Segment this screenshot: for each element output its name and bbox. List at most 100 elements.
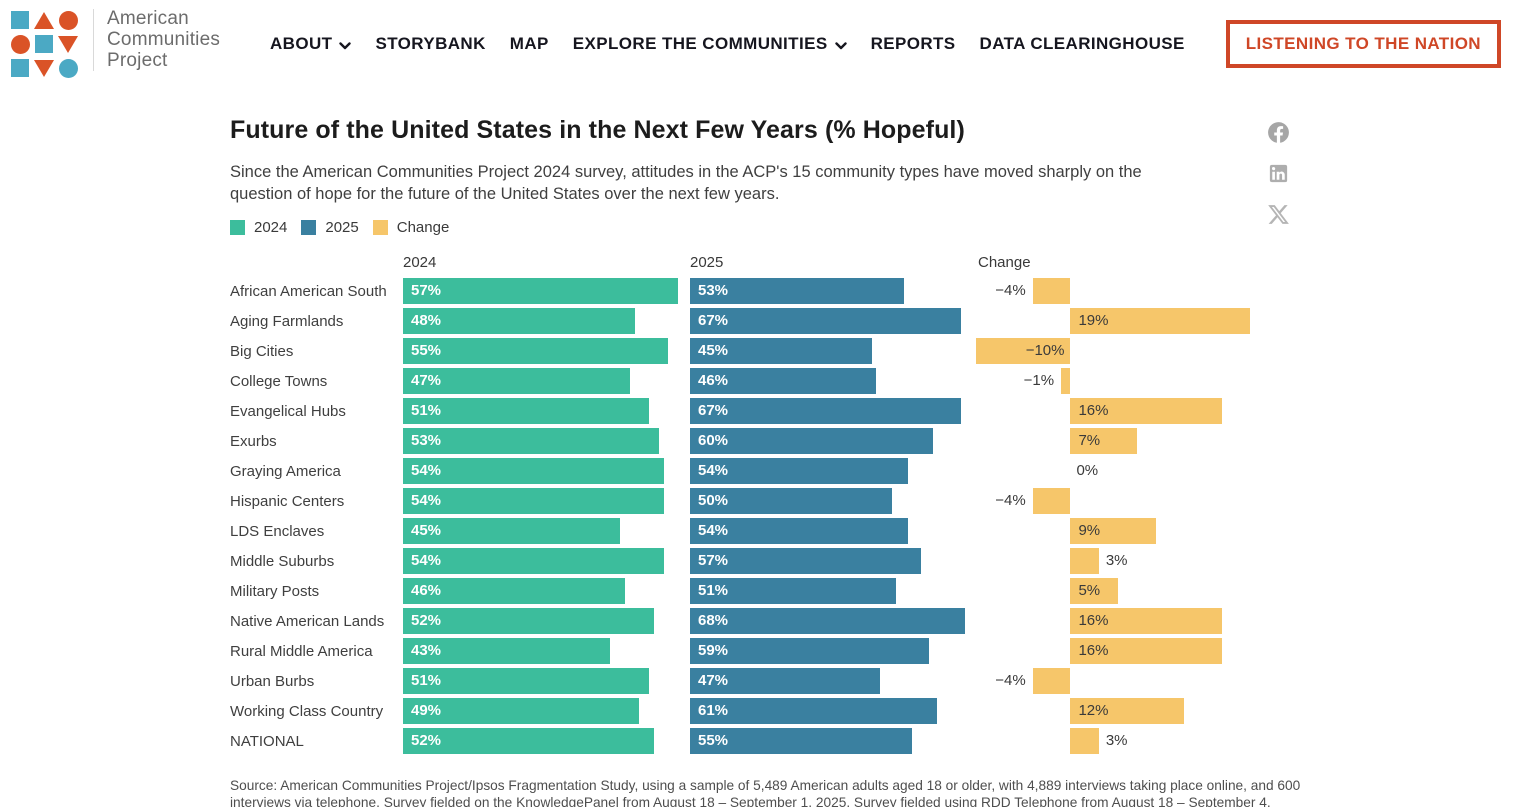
bar-value-label: 48% xyxy=(411,312,442,329)
nav-item-reports[interactable]: REPORTS xyxy=(871,34,956,54)
community-label: Urban Burbs xyxy=(230,672,315,690)
bar-change xyxy=(1070,728,1099,754)
community-label: Hispanic Centers xyxy=(230,492,345,510)
bar-cell-2024: 46% xyxy=(403,578,678,604)
bar-value-label: 57% xyxy=(698,552,729,569)
chart-title: Future of the United States in the Next … xyxy=(230,116,965,144)
listening-to-the-nation-button[interactable]: LISTENING TO THE NATION xyxy=(1225,20,1501,68)
bar-cell-2024: 45% xyxy=(403,518,678,544)
bar-cell-2024: 51% xyxy=(403,398,678,424)
logo-triangle-icon xyxy=(58,35,78,53)
logo-square-icon xyxy=(11,11,29,29)
nav-item-about[interactable]: ABOUT xyxy=(270,33,352,55)
bar-value-label: 68% xyxy=(698,612,729,629)
table-row: Hispanic Centers 54% 50% −4% xyxy=(230,486,1250,516)
community-label: Military Posts xyxy=(230,582,320,600)
bar-value-label: 52% xyxy=(411,612,442,629)
legend-label: 2025 xyxy=(325,219,359,236)
bar-value-label: 46% xyxy=(698,372,729,389)
change-value-label: −4% xyxy=(995,492,1026,509)
bar-cell-2025: 54% xyxy=(690,518,965,544)
bar-2024: 45% xyxy=(403,518,621,544)
table-row: Big Cities 55% 45% −10% xyxy=(230,336,1250,366)
bar-cell-2025: 54% xyxy=(690,458,965,484)
community-label: LDS Enclaves xyxy=(230,522,325,540)
bar-2025: 61% xyxy=(690,698,937,724)
bar-cell-2025: 55% xyxy=(690,728,965,754)
bar-value-label: 67% xyxy=(698,312,729,329)
bar-cell-change: 5% xyxy=(976,578,1250,604)
column-header-2024: 2024 xyxy=(403,254,437,271)
bar-value-label: 57% xyxy=(411,282,442,299)
nav-item-data-clearinghouse[interactable]: DATA CLEARINGHOUSE xyxy=(980,34,1185,54)
bar-2025: 51% xyxy=(690,578,897,604)
bar-cell-2025: 53% xyxy=(690,278,965,304)
bar-cell-change: 16% xyxy=(976,398,1250,424)
column-headers: 2024 2025 Change xyxy=(230,254,1250,272)
bar-2024: 53% xyxy=(403,428,659,454)
bar-cell-2025: 47% xyxy=(690,668,965,694)
bar-2024: 46% xyxy=(403,578,625,604)
column-header-2025: 2025 xyxy=(690,254,724,271)
bar-cell-2025: 50% xyxy=(690,488,965,514)
bar-cell-2025: 59% xyxy=(690,638,965,664)
bar-change xyxy=(1070,548,1099,574)
linkedin-share-icon[interactable] xyxy=(1266,161,1291,186)
chart-subtitle: Since the American Communities Project 2… xyxy=(230,163,1142,203)
logo-circle-icon xyxy=(58,58,78,78)
table-row: NATIONAL 52% 55% 3% xyxy=(230,726,1250,756)
bar-change xyxy=(1032,488,1071,514)
legend-item-2024: 2024 xyxy=(230,219,287,236)
main-nav: ABOUT STORYBANK MAP EXPLORE THE COMMUNIT… xyxy=(270,0,1185,88)
change-value-label: 3% xyxy=(1105,552,1128,569)
nav-item-storybank[interactable]: STORYBANK xyxy=(375,34,485,54)
community-label: Big Cities xyxy=(230,342,294,360)
community-label: Rural Middle America xyxy=(230,642,373,660)
bar-change xyxy=(1070,518,1156,544)
x-share-icon[interactable] xyxy=(1266,202,1291,227)
acp-logo[interactable]: American Communities Project xyxy=(10,7,220,78)
community-label: NATIONAL xyxy=(230,732,304,750)
bar-change xyxy=(976,338,1071,364)
bar-value-label: 54% xyxy=(411,462,442,479)
nav-item-explore-the-communities[interactable]: EXPLORE THE COMMUNITIES xyxy=(573,33,847,55)
nav-item-map[interactable]: MAP xyxy=(510,34,549,54)
bar-cell-2025: 61% xyxy=(690,698,965,724)
nav-label: STORYBANK xyxy=(375,34,486,53)
table-row: College Towns 47% 46% −1% xyxy=(230,366,1250,396)
site-header: American Communities Project ABOUT STORY… xyxy=(0,0,1520,88)
bar-cell-2024: 54% xyxy=(403,548,678,574)
bar-value-label: 51% xyxy=(411,672,442,689)
bar-value-label: 47% xyxy=(411,372,442,389)
bar-value-label: 61% xyxy=(698,702,729,719)
nav-label: MAP xyxy=(509,34,549,53)
bar-value-label: 47% xyxy=(698,672,729,689)
bar-cell-2024: 55% xyxy=(403,338,678,364)
bar-2025: 45% xyxy=(690,338,872,364)
bar-change xyxy=(1061,368,1071,394)
logo-circle-icon xyxy=(58,10,78,30)
change-value-label: −4% xyxy=(995,672,1026,689)
bar-cell-change: 16% xyxy=(976,638,1250,664)
change-value-label: 16% xyxy=(1078,612,1109,629)
bar-change xyxy=(1032,278,1071,304)
change-value-label: 16% xyxy=(1078,642,1109,659)
bar-value-label: 43% xyxy=(411,642,442,659)
logo-line: Project xyxy=(107,50,168,71)
bar-cell-2024: 54% xyxy=(403,458,678,484)
bar-value-label: 55% xyxy=(411,342,442,359)
bar-cell-2025: 60% xyxy=(690,428,965,454)
facebook-share-icon[interactable] xyxy=(1266,120,1291,145)
table-row: Military Posts 46% 51% 5% xyxy=(230,576,1250,606)
bar-value-label: 53% xyxy=(698,282,729,299)
bar-2024: 51% xyxy=(403,398,650,424)
bar-2024: 54% xyxy=(403,458,664,484)
bar-cell-change: 3% xyxy=(976,728,1250,754)
legend-label: Change xyxy=(396,219,450,236)
bar-cell-change: −1% xyxy=(976,368,1250,394)
bar-cell-2025: 67% xyxy=(690,398,965,424)
bar-2025: 67% xyxy=(690,398,961,424)
change-value-label: −1% xyxy=(1023,372,1055,389)
table-row: Native American Lands 52% 68% 16% xyxy=(230,606,1250,636)
